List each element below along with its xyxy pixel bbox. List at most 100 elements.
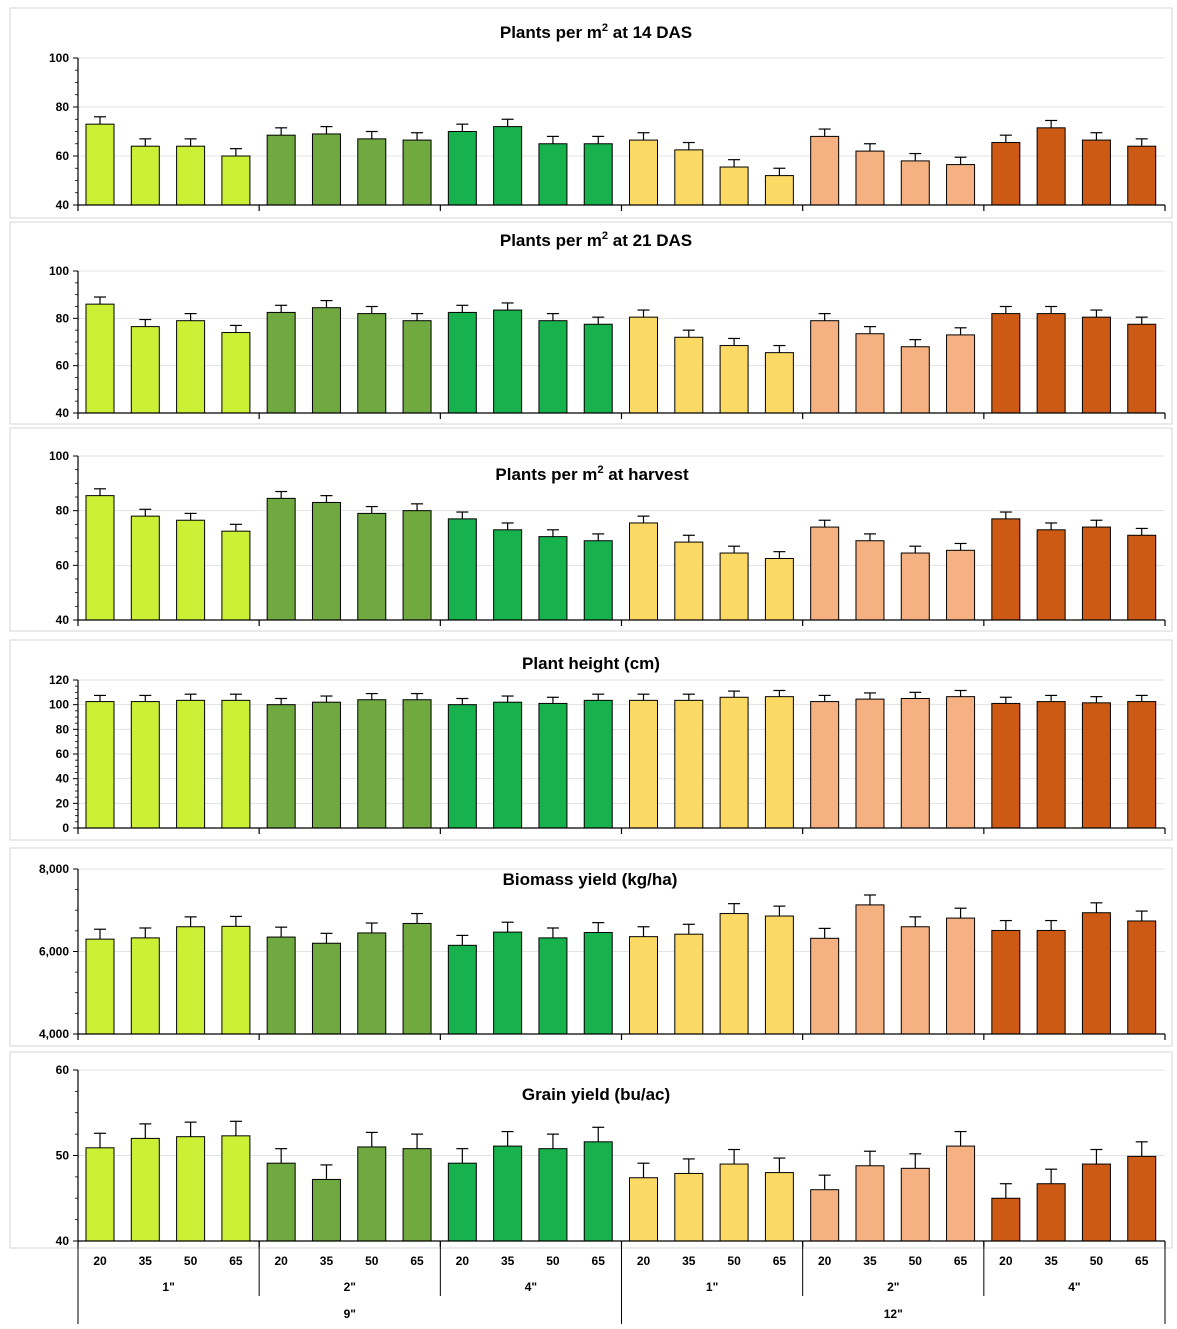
bar xyxy=(85,701,115,829)
y-tick-label: 80 xyxy=(56,311,70,325)
y-tick-label: 80 xyxy=(56,504,70,518)
x-level-label: 65 xyxy=(773,1254,787,1268)
y-tick-label: 40 xyxy=(56,198,70,212)
panel-frame xyxy=(9,847,1173,1047)
y-tick-label: 80 xyxy=(56,722,70,736)
y-tick-label: 100 xyxy=(49,264,69,278)
bar xyxy=(991,929,1021,1035)
bar xyxy=(583,699,613,829)
bar xyxy=(1081,702,1111,829)
chart-panel-2: 40 60 80 100 Plants per m2 at 21 DAS xyxy=(9,221,1173,425)
bar xyxy=(1081,1163,1111,1242)
bar xyxy=(719,696,749,829)
chart-title: Plants per m2 at 21 DAS xyxy=(500,230,692,250)
y-tick-label: 40 xyxy=(56,406,70,420)
panel-frame xyxy=(9,7,1173,219)
x-depth-label: 1" xyxy=(706,1280,718,1294)
bar xyxy=(221,530,251,621)
bar xyxy=(810,320,840,414)
bar xyxy=(176,699,206,829)
bar xyxy=(357,1146,387,1242)
bar xyxy=(583,932,613,1035)
bar xyxy=(85,123,115,206)
bar xyxy=(221,155,251,206)
bar xyxy=(719,1163,749,1242)
bar xyxy=(1127,701,1157,829)
bar xyxy=(538,536,568,621)
x-level-label: 65 xyxy=(410,1254,424,1268)
y-tick-label: 4,000 xyxy=(39,1027,69,1041)
bar xyxy=(402,1148,432,1242)
y-tick-label: 0 xyxy=(62,821,69,835)
bar xyxy=(764,1172,794,1242)
chart-title: Plants per m2 at 14 DAS xyxy=(500,22,692,42)
bar xyxy=(719,913,749,1035)
x-level-label: 20 xyxy=(818,1254,832,1268)
bar xyxy=(402,320,432,414)
bar xyxy=(447,1162,477,1242)
bar xyxy=(810,1189,840,1242)
x-depth-label: 1" xyxy=(162,1280,174,1294)
bar xyxy=(991,142,1021,206)
bar xyxy=(357,512,387,621)
chart-panel-6: 40 50 60 Grain yield (bu/ac) xyxy=(9,1051,1173,1249)
bar xyxy=(311,501,341,621)
bar xyxy=(674,1172,704,1242)
bar xyxy=(1036,929,1066,1035)
bar xyxy=(1036,529,1066,621)
x-depth-label: 2" xyxy=(344,1280,356,1294)
bar xyxy=(946,696,976,829)
x-spacing-label: 9" xyxy=(344,1307,356,1321)
y-tick-label: 100 xyxy=(49,698,69,712)
bar xyxy=(130,515,160,621)
x-level-label: 50 xyxy=(727,1254,741,1268)
bar xyxy=(402,139,432,206)
bar xyxy=(311,942,341,1035)
y-tick-label: 50 xyxy=(56,1149,70,1163)
bar xyxy=(946,1145,976,1242)
bar xyxy=(221,1135,251,1242)
bar xyxy=(991,1197,1021,1242)
bar xyxy=(674,699,704,829)
bar xyxy=(266,311,296,414)
chart-panel-4: 0 20 40 60 80 100 120 Plant height (cm) xyxy=(9,639,1173,841)
bar xyxy=(719,345,749,414)
bar xyxy=(900,1167,930,1242)
x-depth-label: 4" xyxy=(525,1280,537,1294)
bar xyxy=(493,931,523,1035)
bar xyxy=(583,1141,613,1242)
bar xyxy=(900,698,930,829)
bar xyxy=(311,1178,341,1242)
bar xyxy=(311,307,341,414)
bar xyxy=(900,926,930,1035)
x-level-label: 35 xyxy=(320,1254,334,1268)
bar xyxy=(946,164,976,206)
bar xyxy=(1081,912,1111,1035)
bar xyxy=(357,313,387,414)
bar xyxy=(357,138,387,206)
bar xyxy=(900,160,930,206)
bar xyxy=(991,313,1021,414)
bar xyxy=(447,944,477,1035)
bar xyxy=(674,336,704,414)
bar xyxy=(810,701,840,829)
bar xyxy=(1036,701,1066,829)
x-level-label: 50 xyxy=(1090,1254,1104,1268)
x-axis-labels: 20 35 50 65 20 35 50 65 20 35 50 65 20 35 50 65 20 35 50 65… xyxy=(77,1241,1166,1324)
y-tick-label: 100 xyxy=(49,449,69,463)
bar xyxy=(85,495,115,621)
bar xyxy=(1036,1183,1066,1242)
bar xyxy=(130,937,160,1035)
bar xyxy=(1127,1155,1157,1242)
panel-frame xyxy=(9,221,1173,425)
x-level-label: 35 xyxy=(1044,1254,1058,1268)
bar xyxy=(946,549,976,621)
bar xyxy=(221,925,251,1035)
x-level-label: 20 xyxy=(637,1254,651,1268)
bar xyxy=(538,143,568,206)
bar xyxy=(221,699,251,829)
y-tick-label: 40 xyxy=(56,1234,70,1248)
bar xyxy=(764,558,794,621)
